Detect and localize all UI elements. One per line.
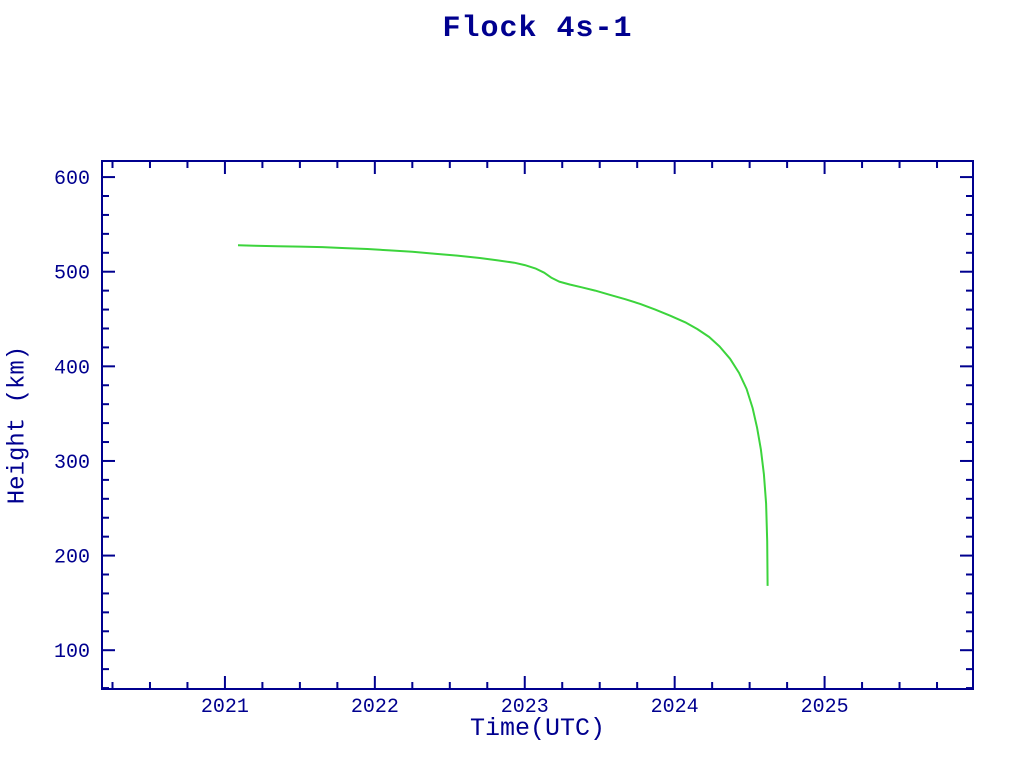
y-tick-label: 300: [54, 452, 90, 475]
y-tick-label: 100: [54, 641, 90, 664]
x-axis-title: Time(UTC): [469, 714, 606, 743]
y-tick-label: 600: [54, 168, 90, 191]
y-tick-label: 200: [54, 547, 90, 570]
y-tick-label: 500: [54, 263, 90, 286]
x-tick-label: 2024: [651, 696, 699, 719]
y-tick-label: 400: [54, 357, 90, 380]
chart-title: Flock 4s-1: [442, 12, 633, 46]
decay-curve: [237, 244, 769, 586]
x-tick-label: 2022: [351, 696, 399, 719]
y-axis-title: Height (km): [4, 345, 32, 505]
x-tick-label: 2021: [201, 696, 249, 719]
axis-box: [101, 160, 974, 690]
x-tick-label: 2025: [801, 696, 849, 719]
x-tick-label: 2023: [501, 696, 549, 719]
